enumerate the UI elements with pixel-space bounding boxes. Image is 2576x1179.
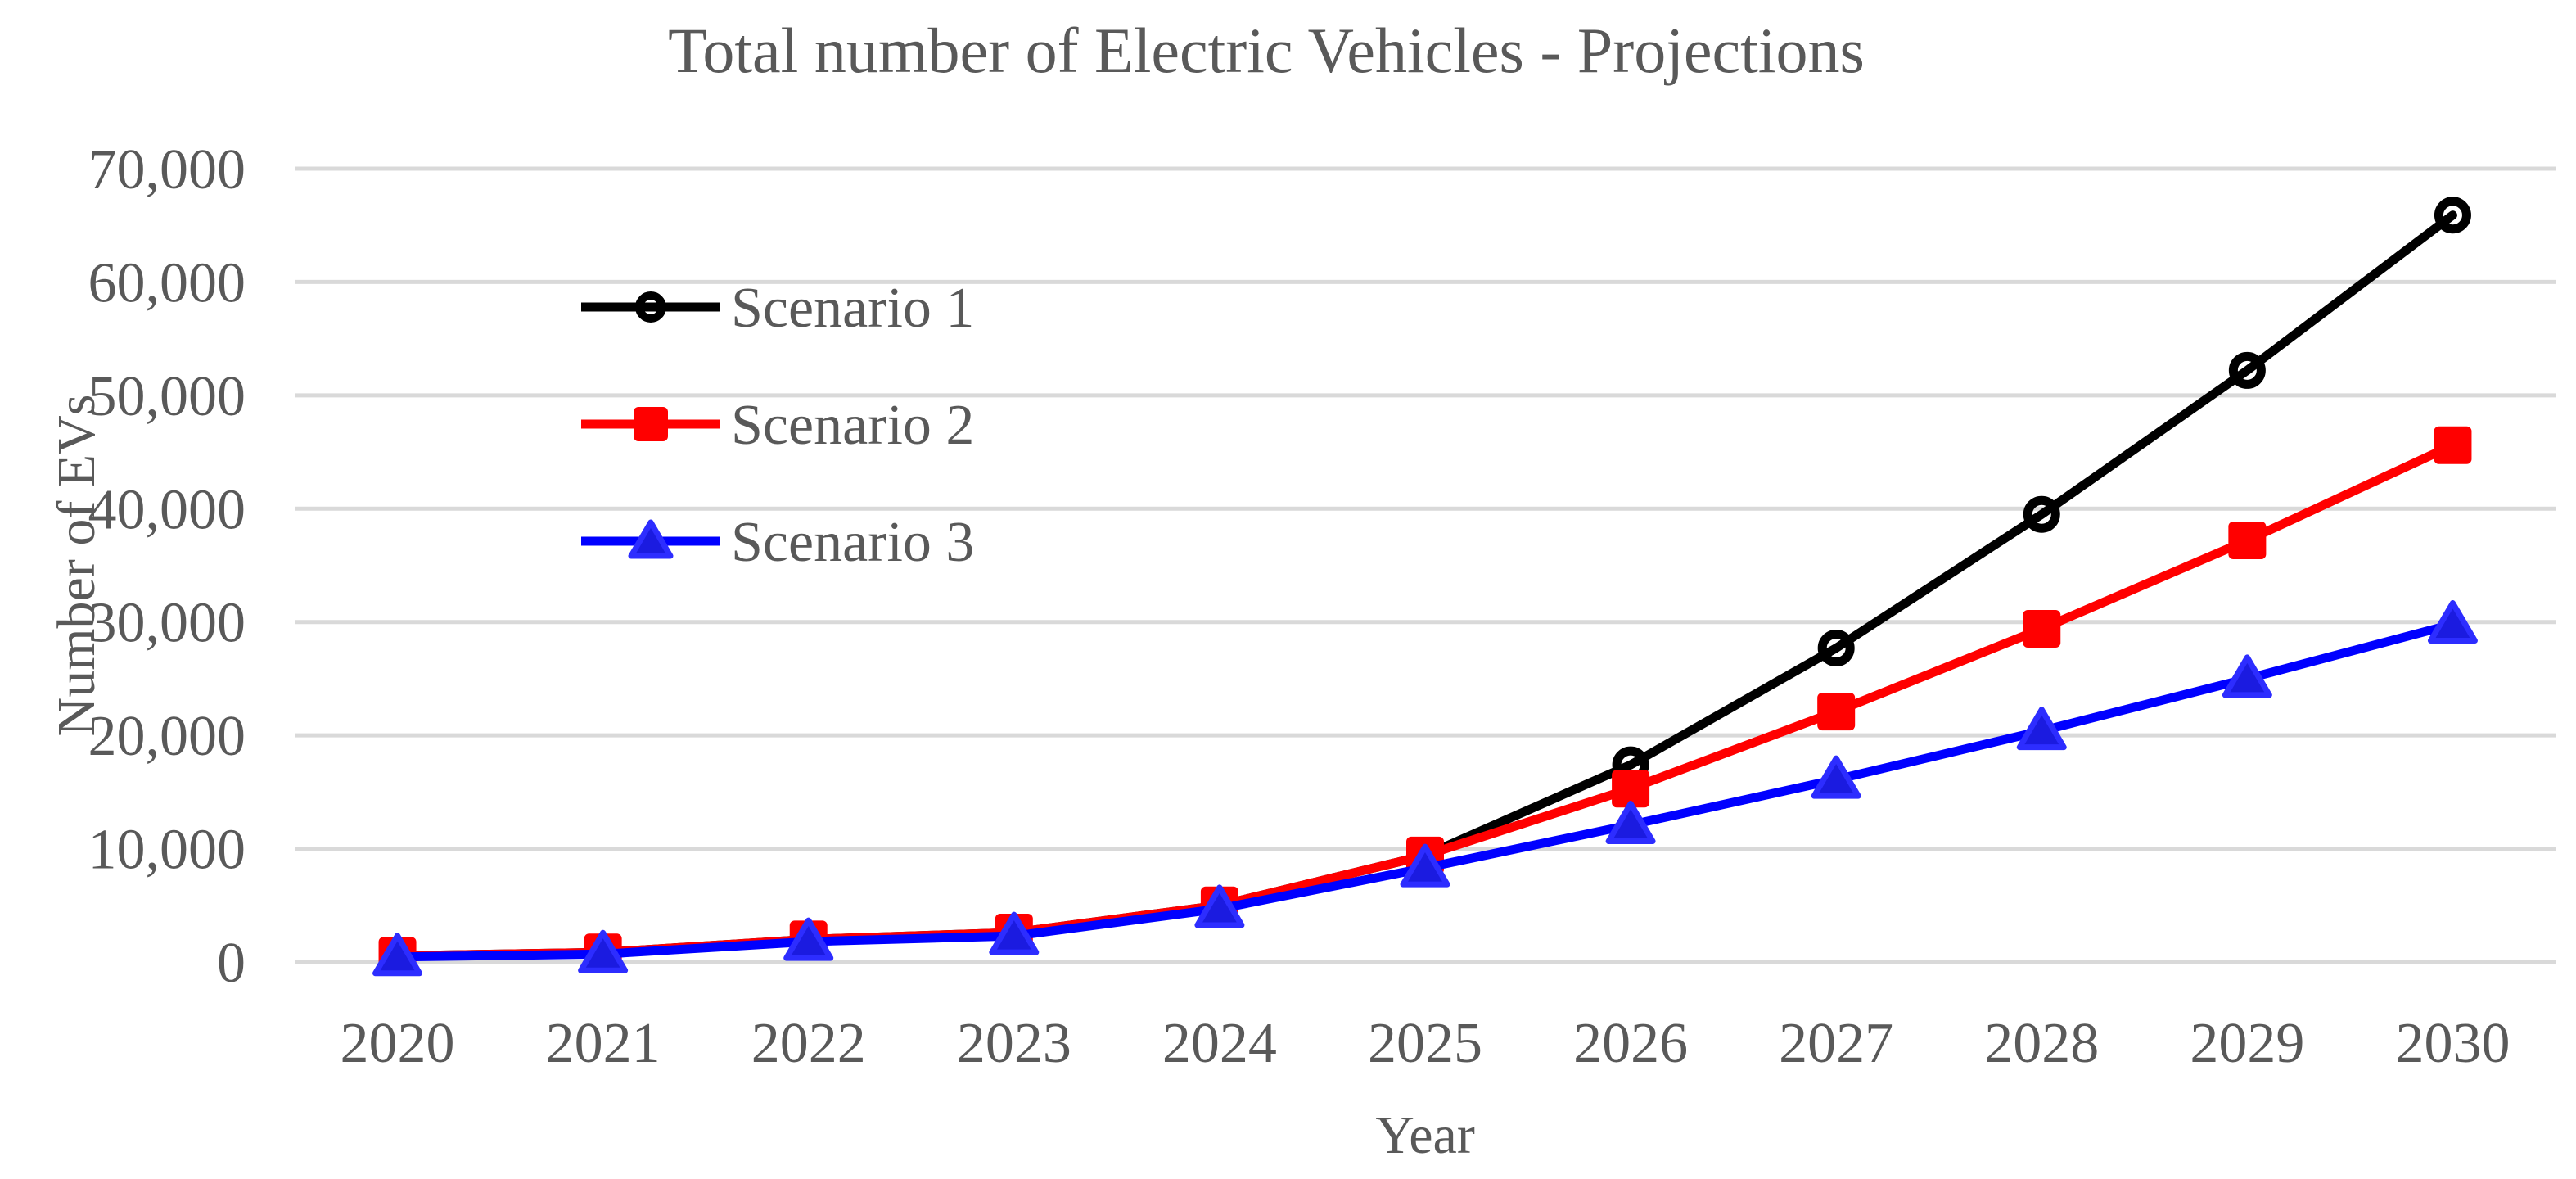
- triangle-marker: [372, 933, 423, 977]
- x-tick-label: 2024: [1162, 1012, 1277, 1075]
- square-marker: [1817, 693, 1856, 731]
- legend-label: Scenario 1: [731, 277, 974, 340]
- x-tick-label: 2022: [751, 1012, 866, 1075]
- triangle-marker: [2427, 599, 2478, 644]
- x-tick-label: 2023: [957, 1012, 1071, 1075]
- y-tick-label: 40,000: [88, 478, 246, 541]
- circle-marker: [2434, 196, 2471, 234]
- square-marker: [2434, 426, 2472, 464]
- gridlines-group: [295, 166, 2556, 964]
- square-marker: [2228, 522, 2267, 560]
- series-3: [372, 599, 2478, 977]
- triangle-marker: [783, 917, 834, 961]
- chart-title: Total number of Electric Vehicles - Proj…: [668, 15, 1865, 86]
- x-axis-title: Year: [1375, 1105, 1475, 1165]
- y-tick-label: 70,000: [88, 138, 246, 201]
- y-axis-title: Number of EVs: [47, 395, 106, 737]
- x-tick-label: 2021: [546, 1012, 661, 1075]
- square-marker: [1612, 770, 1650, 808]
- legend-item: Scenario 1: [581, 277, 974, 340]
- triangle-marker: [578, 929, 629, 973]
- y-axis-tick-labels: 0 10,000 20,000 30,000 40,000 50,000 60,000 70,…: [88, 138, 246, 995]
- circle-marker: [1817, 630, 1855, 667]
- x-tick-label: 2020: [341, 1012, 455, 1075]
- x-tick-label: 2026: [1573, 1012, 1688, 1075]
- legend-item: Scenario 2: [581, 394, 974, 457]
- x-tick-label: 2029: [2190, 1012, 2304, 1075]
- x-tick-label: 2025: [1368, 1012, 1482, 1075]
- square-marker: [634, 407, 668, 441]
- y-tick-label: 30,000: [88, 592, 246, 655]
- circle-marker: [635, 291, 666, 323]
- circle-marker: [2023, 495, 2060, 533]
- square-marker: [2023, 610, 2061, 648]
- y-tick-label: 10,000: [88, 819, 246, 882]
- y-tick-label: 0: [217, 932, 246, 995]
- triangle-marker: [1400, 843, 1450, 888]
- legend-item: Scenario 3: [581, 511, 974, 574]
- triangle-marker: [628, 519, 674, 559]
- x-tick-label: 2028: [1984, 1012, 2099, 1075]
- triangle-marker: [1194, 884, 1245, 928]
- legend-label: Scenario 2: [731, 394, 974, 457]
- triangle-marker: [2222, 654, 2272, 698]
- legend-label: Scenario 3: [731, 511, 974, 574]
- circle-marker: [2228, 351, 2266, 389]
- x-axis-tick-labels: 2020 2021 2022 2023 2024 2025 2026 2027 2028 2029…: [341, 1012, 2511, 1075]
- triangle-marker: [2016, 707, 2067, 751]
- x-tick-label: 2030: [2395, 1012, 2510, 1075]
- triangle-marker: [1811, 755, 1861, 799]
- y-tick-label: 50,000: [88, 365, 246, 428]
- triangle-marker: [1605, 801, 1656, 845]
- series-line: [393, 619, 2457, 962]
- x-tick-label: 2027: [1779, 1012, 1893, 1075]
- y-tick-label: 20,000: [88, 705, 246, 768]
- triangle-marker: [989, 911, 1040, 955]
- y-tick-label: 60,000: [88, 251, 246, 314]
- legend: Scenario 1 Scenario 2 Scenario 3: [581, 277, 974, 574]
